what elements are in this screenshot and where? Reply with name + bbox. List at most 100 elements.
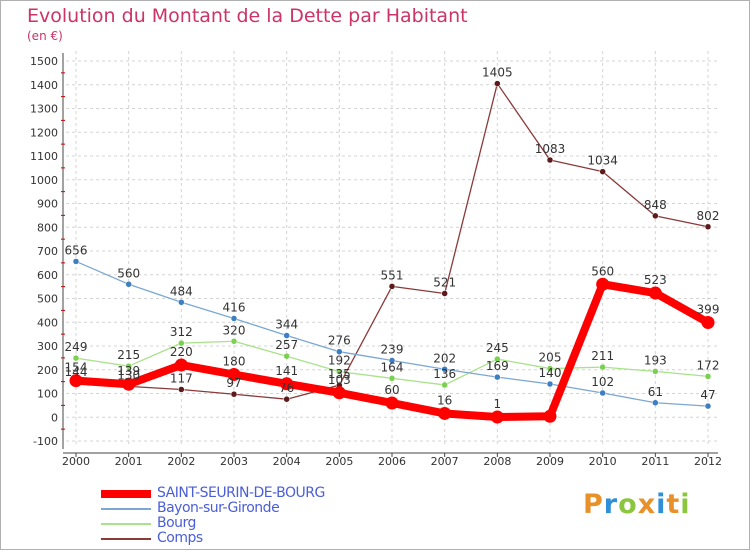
data-point-bourg [652, 368, 659, 375]
data-label-saint-seurin-de-bourg: 180 [223, 355, 246, 369]
proxiti-logo: Proxiti [583, 489, 691, 520]
legend-label: Bayon-sur-Gironde [157, 500, 280, 516]
data-label-comps: 1405 [482, 66, 513, 80]
data-label-bourg: 312 [170, 325, 193, 339]
data-point-comps [441, 290, 448, 297]
data-label-bayon-sur-gironde: 276 [328, 334, 351, 348]
data-point-bourg [441, 381, 448, 389]
data-point-bourg [704, 373, 712, 380]
data-label-bourg: 193 [644, 353, 667, 367]
data-label-bayon-sur-gironde: 344 [275, 318, 298, 332]
data-point-bourg [599, 363, 606, 371]
data-point-bourg [546, 365, 554, 372]
y-tick-label: 200 [37, 364, 58, 377]
data-point-comps [652, 212, 659, 220]
data-point-bayon-sur-gironde [599, 389, 606, 397]
x-tick-label: 2005 [325, 455, 353, 468]
data-point-bourg [230, 338, 238, 345]
data-label-bourg: 257 [275, 338, 298, 352]
data-label-bayon-sur-gironde: 140 [539, 366, 562, 380]
data-point-bourg [178, 339, 185, 347]
data-label-comps: 97 [226, 376, 241, 390]
data-point-comps [283, 395, 290, 403]
y-tick-label: 900 [37, 198, 58, 211]
data-point-bourg [336, 368, 343, 375]
data-point-bayon-sur-gironde [178, 299, 185, 306]
logo-letter: x [637, 489, 657, 520]
data-point-saint-seurin-de-bourg [280, 377, 294, 391]
data-label-saint-seurin-de-bourg: 220 [170, 345, 193, 359]
x-tick-label: 2007 [431, 455, 459, 468]
legend: SAINT-SEURIN-DE-BOURG Bayon-sur-Gironde Bo… [101, 486, 325, 546]
data-point-bayon-sur-gironde [441, 366, 448, 373]
x-tick-label: 2010 [589, 455, 617, 468]
data-point-bayon-sur-gironde [388, 357, 396, 364]
data-point-comps [388, 283, 396, 290]
x-tick-label: 2004 [273, 455, 301, 468]
series-layer [69, 80, 715, 424]
data-point-bourg [72, 354, 80, 362]
legend-label: Bourg [157, 515, 196, 531]
data-point-bourg [283, 352, 290, 360]
y-tick-label: 1300 [30, 103, 58, 116]
y-tick-label: -100 [33, 435, 58, 448]
data-label-bourg: 164 [381, 360, 404, 374]
x-tick-label: 2009 [536, 455, 564, 468]
data-point-bayon-sur-gironde [336, 348, 343, 355]
data-label-comps: 76 [279, 381, 294, 395]
data-label-bayon-sur-gironde: 202 [433, 351, 456, 365]
data-label-saint-seurin-de-bourg: 399 [697, 302, 720, 316]
data-label-bourg: 320 [223, 323, 246, 337]
data-point-comps [704, 223, 712, 231]
y-tick-label: 1200 [30, 126, 58, 139]
data-label-saint-seurin-de-bourg: 60 [384, 383, 399, 397]
legend-swatch [101, 507, 151, 510]
data-point-saint-seurin-de-bourg [701, 315, 715, 329]
y-tick-label: 1400 [30, 79, 58, 92]
chart-title: Evolution du Montant de la Dette par Hab… [27, 5, 468, 27]
y-tick-label: 600 [37, 269, 58, 282]
data-label-bayon-sur-gironde: 102 [591, 375, 614, 389]
data-point-bayon-sur-gironde [125, 281, 132, 288]
data-label-comps: 848 [644, 198, 667, 212]
legend-label: SAINT-SEURIN-DE-BOURG [157, 485, 325, 501]
data-label-bourg: 136 [433, 367, 456, 381]
data-label-bourg: 249 [65, 340, 88, 354]
data-label-saint-seurin-de-bourg: 154 [65, 361, 88, 375]
logo-letter: r [603, 489, 619, 520]
data-point-bayon-sur-gironde [72, 258, 80, 265]
x-tick-label: 2012 [694, 455, 722, 468]
data-label-bourg: 205 [539, 351, 562, 365]
logo-letter: i [656, 489, 667, 520]
data-label-saint-seurin-de-bourg: 523 [644, 273, 667, 287]
y-tick-label: 100 [37, 388, 58, 401]
data-label-bourg: 172 [697, 358, 720, 372]
data-label-saint-seurin-de-bourg: 560 [591, 264, 614, 278]
data-point-saint-seurin-de-bourg [227, 368, 241, 381]
legend-item-comps: Comps [101, 531, 325, 546]
data-point-bayon-sur-gironde [704, 402, 712, 410]
x-tick-label: 2006 [378, 455, 406, 468]
y-tick-label: 800 [37, 221, 58, 234]
legend-item-bayon-sur-gironde: Bayon-sur-Gironde [101, 501, 325, 516]
data-label-bourg: 192 [328, 354, 351, 368]
data-point-bourg [494, 355, 501, 363]
x-tick-label: 2001 [115, 455, 143, 468]
data-label-saint-seurin-de-bourg: 139 [117, 364, 140, 378]
data-point-comps [230, 390, 238, 398]
data-point-bayon-sur-gironde [494, 373, 501, 381]
data-label-bayon-sur-gironde: 169 [486, 359, 509, 373]
legend-swatch [101, 522, 151, 525]
y-tick-label: 0 [51, 411, 58, 424]
data-point-bourg [388, 375, 396, 382]
data-label-saint-seurin-de-bourg: 1 [494, 397, 502, 411]
data-point-saint-seurin-de-bourg [69, 374, 83, 388]
legend-label: Comps [157, 530, 203, 546]
x-tick-label: 2003 [220, 455, 248, 468]
y-tick-label: 1500 [30, 55, 58, 68]
data-point-saint-seurin-de-bourg [438, 406, 452, 420]
data-label-layer: 144 130 117 97 76 135 551 521 1405 1083 1034 848 802… [65, 66, 720, 411]
data-label-comps: 117 [170, 371, 193, 385]
data-label-comps: 1083 [535, 142, 566, 156]
